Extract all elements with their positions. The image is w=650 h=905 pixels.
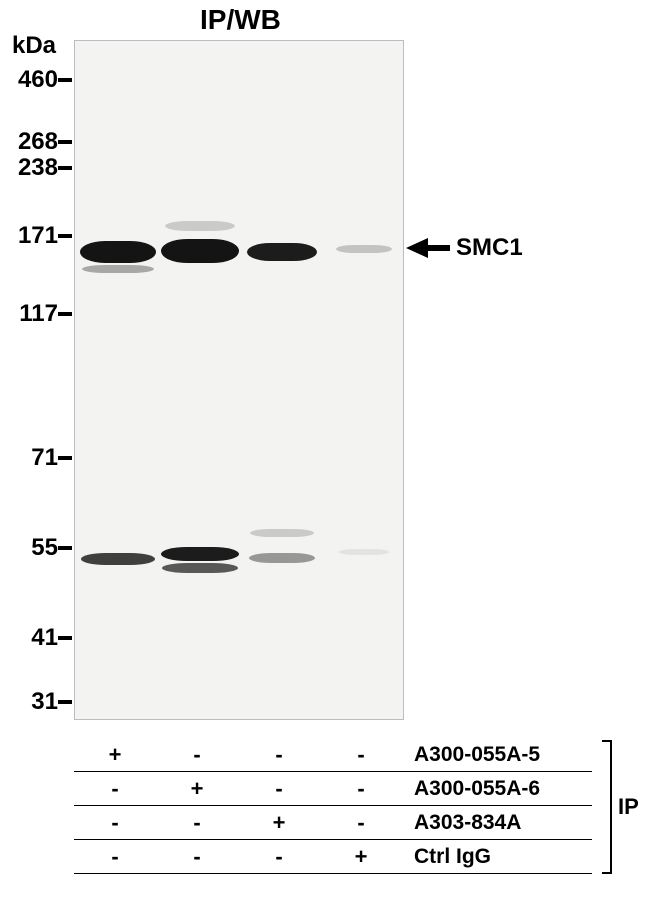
blot-band	[162, 563, 238, 573]
figure-container: IP/WB kDa 460 268238 171 117 71 55 41 31 SMC1 +…	[0, 0, 650, 905]
blot-band	[339, 549, 389, 555]
ip-mark-cell: -	[238, 844, 320, 870]
blot-band	[82, 265, 154, 273]
mw-marker: 31	[6, 688, 72, 716]
blot-band	[80, 241, 156, 263]
mw-marker: 268	[6, 128, 72, 156]
mw-marker-value: 71	[6, 444, 58, 472]
ip-antibody-label: A303-834A	[402, 811, 592, 835]
ip-bracket	[602, 740, 612, 874]
ip-group-label: IP	[618, 794, 639, 820]
mw-marker: 117	[6, 300, 72, 328]
ip-mark-cell: +	[74, 742, 156, 768]
mw-marker-value: 171	[6, 222, 58, 250]
mw-marker-value: 31	[6, 688, 58, 716]
ip-antibody-label: A300-055A-5	[402, 743, 592, 767]
mw-marker-tick	[58, 636, 72, 640]
ip-mark-cell: -	[238, 776, 320, 802]
ip-mark-cell: -	[74, 776, 156, 802]
mw-marker: 55	[6, 534, 72, 562]
ip-table-row: --+-A303-834A	[74, 806, 592, 840]
ip-mark-cell: -	[74, 844, 156, 870]
ip-mark-cell: -	[320, 810, 402, 836]
blot-band	[247, 243, 317, 261]
figure-title: IP/WB	[200, 4, 281, 36]
blot-band	[250, 529, 314, 537]
ip-antibody-table: +---A300-055A-5-+--A300-055A-6--+-A303-8…	[74, 738, 592, 874]
blot-band	[336, 245, 392, 253]
ip-mark-cell: -	[156, 810, 238, 836]
mw-marker-tick	[58, 312, 72, 316]
blot-band	[165, 221, 235, 231]
mw-marker-value: 117	[6, 300, 58, 328]
arrow-head-icon	[406, 238, 428, 258]
mw-marker: 460	[6, 66, 72, 94]
ip-table-row: +---A300-055A-5	[74, 738, 592, 772]
ip-mark-cell: -	[156, 844, 238, 870]
ip-mark-cell: +	[156, 776, 238, 802]
target-protein-label: SMC1	[456, 234, 523, 262]
mw-marker-tick	[58, 546, 72, 550]
ip-table-row: -+--A300-055A-6	[74, 772, 592, 806]
mw-marker-tick	[58, 234, 72, 238]
mw-marker-tick	[58, 700, 72, 704]
blot-band	[161, 547, 239, 561]
mw-marker: 238	[6, 154, 72, 182]
mw-marker-tick	[58, 140, 72, 144]
ip-mark-cell: +	[238, 810, 320, 836]
target-band-arrow: SMC1	[406, 234, 523, 262]
mw-marker-tick	[58, 78, 72, 82]
blot-band	[81, 553, 155, 565]
ip-mark-cell: -	[320, 776, 402, 802]
ip-antibody-label: A300-055A-6	[402, 777, 592, 801]
kda-axis-label: kDa	[12, 32, 56, 60]
mw-marker-value: 268	[6, 128, 58, 156]
ip-mark-cell: -	[74, 810, 156, 836]
ip-mark-cell: -	[156, 742, 238, 768]
mw-marker-tick	[58, 166, 72, 170]
blot-band	[161, 239, 239, 263]
blot-band	[249, 553, 315, 563]
mw-marker: 71	[6, 444, 72, 472]
ip-table-row: ---+Ctrl IgG	[74, 840, 592, 874]
ip-mark-cell: -	[238, 742, 320, 768]
mw-marker-tick	[58, 456, 72, 460]
mw-marker: 171	[6, 222, 72, 250]
mw-marker: 41	[6, 624, 72, 652]
mw-marker-value: 460	[6, 66, 58, 94]
ip-mark-cell: -	[320, 742, 402, 768]
arrow-shaft	[428, 245, 450, 251]
mw-marker-value: 41	[6, 624, 58, 652]
ip-antibody-label: Ctrl IgG	[402, 845, 592, 869]
western-blot-image	[74, 40, 404, 720]
mw-marker-value: 55	[6, 534, 58, 562]
mw-marker-value: 238	[6, 154, 58, 182]
ip-mark-cell: +	[320, 844, 402, 870]
